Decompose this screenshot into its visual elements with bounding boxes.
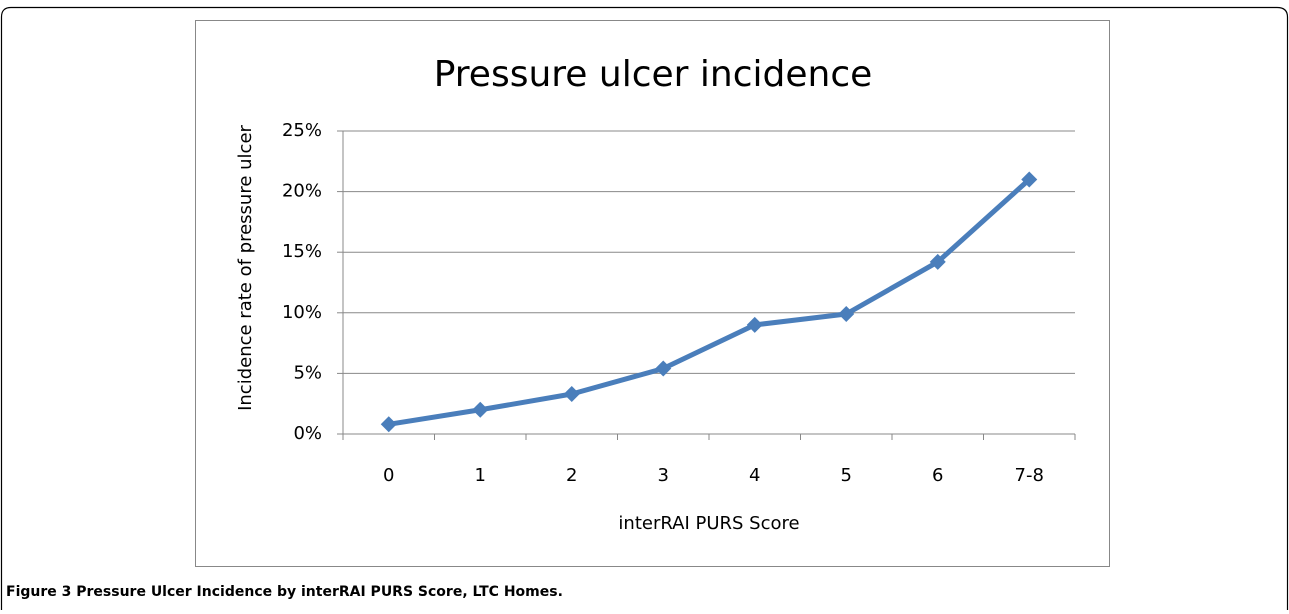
x-tick-label: 0 (383, 465, 394, 486)
y-axis-label: Incidence rate of pressure ulcer (235, 124, 256, 410)
x-tick-label: 2 (566, 465, 577, 486)
x-axis-label: interRAI PURS Score (618, 513, 799, 534)
caption-text: Pressure Ulcer Incidence by interRAI PUR… (76, 584, 563, 600)
data-point (380, 416, 397, 433)
y-tick-label: 15% (282, 241, 322, 262)
x-tick-label: 7-8 (1015, 465, 1044, 486)
y-tick-label: 0% (293, 423, 322, 444)
y-tick-label: 10% (282, 302, 322, 323)
x-tick-label: 6 (932, 465, 943, 486)
x-tick-label: 5 (841, 465, 852, 486)
chart-title: Pressure ulcer incidence (434, 54, 873, 95)
caption-label: Figure 3 (6, 584, 71, 600)
data-point (1021, 171, 1038, 188)
x-tick-label: 3 (658, 465, 669, 486)
data-point (563, 386, 580, 403)
data-point (472, 401, 489, 418)
y-tick-label: 5% (293, 362, 322, 383)
y-tick-label: 20% (282, 181, 322, 202)
data-point (838, 306, 855, 323)
data-point (746, 316, 763, 333)
data-line (388, 177, 1031, 427)
data-point (655, 360, 672, 377)
caption: Figure 3 Pressure Ulcer Incidence by int… (6, 584, 563, 600)
x-tick-label: 1 (475, 465, 486, 486)
figure-frame (0, 6, 1289, 610)
y-tick-label: 25% (282, 120, 322, 141)
x-tick-label: 4 (749, 465, 760, 486)
data-point (929, 253, 946, 270)
chart-frame (195, 20, 1110, 567)
